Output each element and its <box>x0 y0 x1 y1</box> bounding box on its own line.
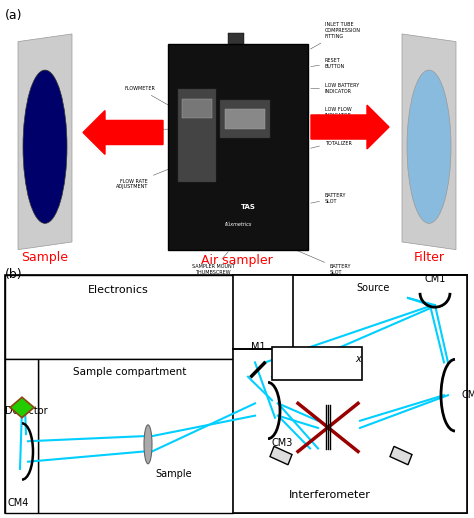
Text: FLOW RATE
ADJUSTMENT: FLOW RATE ADJUSTMENT <box>116 166 175 190</box>
Bar <box>233 276 467 513</box>
Bar <box>178 89 216 182</box>
Polygon shape <box>390 447 412 465</box>
Ellipse shape <box>144 425 152 464</box>
Bar <box>5 359 38 513</box>
Text: RESET
BUTTON: RESET BUTTON <box>311 58 345 69</box>
Text: BATTERY
SLOT: BATTERY SLOT <box>298 251 352 275</box>
Bar <box>225 109 265 129</box>
Bar <box>5 276 233 359</box>
Text: ELAPSED TIME
TOTALIZER: ELAPSED TIME TOTALIZER <box>310 135 361 148</box>
Text: Detector: Detector <box>5 406 47 415</box>
Text: (a): (a) <box>5 9 22 22</box>
Bar <box>220 99 270 138</box>
Polygon shape <box>18 34 72 250</box>
Text: Interferometer: Interferometer <box>289 490 371 499</box>
Text: PROGRAMMABLE
TIMER: PROGRAMMABLE TIMER <box>107 124 175 135</box>
Text: CM1: CM1 <box>424 275 446 284</box>
Text: Source: Source <box>356 283 390 293</box>
Text: M1: M1 <box>251 342 265 352</box>
Polygon shape <box>402 34 456 250</box>
Text: (b): (b) <box>5 268 23 281</box>
Polygon shape <box>10 397 34 418</box>
Text: Air sampler: Air sampler <box>201 254 273 267</box>
Text: CM3: CM3 <box>272 438 293 448</box>
Text: FLOWMETER: FLOWMETER <box>124 86 175 109</box>
Bar <box>182 98 212 118</box>
FancyArrow shape <box>83 110 163 154</box>
FancyArrow shape <box>311 105 389 149</box>
Text: LOW FLOW
INDICATOR: LOW FLOW INDICATOR <box>311 107 352 118</box>
Ellipse shape <box>407 70 451 223</box>
Text: TAS: TAS <box>241 204 255 210</box>
Bar <box>272 347 362 380</box>
Text: Electronics: Electronics <box>88 285 148 295</box>
Polygon shape <box>270 447 292 465</box>
Text: Sample: Sample <box>21 251 69 264</box>
Text: x: x <box>355 354 361 364</box>
Text: BATTERY
SLOT: BATTERY SLOT <box>311 193 346 204</box>
Bar <box>228 33 244 44</box>
Text: Filter: Filter <box>413 251 445 264</box>
Text: CM4: CM4 <box>7 498 29 508</box>
Text: INLET TUBE
COMPRESSION
FITTING: INLET TUBE COMPRESSION FITTING <box>310 22 361 49</box>
Text: CM2: CM2 <box>462 390 474 400</box>
Bar <box>38 359 233 513</box>
Text: Sample compartment: Sample compartment <box>73 367 187 377</box>
Ellipse shape <box>23 70 67 223</box>
Bar <box>168 44 308 250</box>
Text: Sample: Sample <box>155 469 191 479</box>
Text: flûxmetrics: flûxmetrics <box>224 222 252 226</box>
Text: SAMPLER MOUNT
THUMBSCREW: SAMPLER MOUNT THUMBSCREW <box>191 252 234 275</box>
Text: LOW BATTERY
INDICATOR: LOW BATTERY INDICATOR <box>311 83 359 94</box>
